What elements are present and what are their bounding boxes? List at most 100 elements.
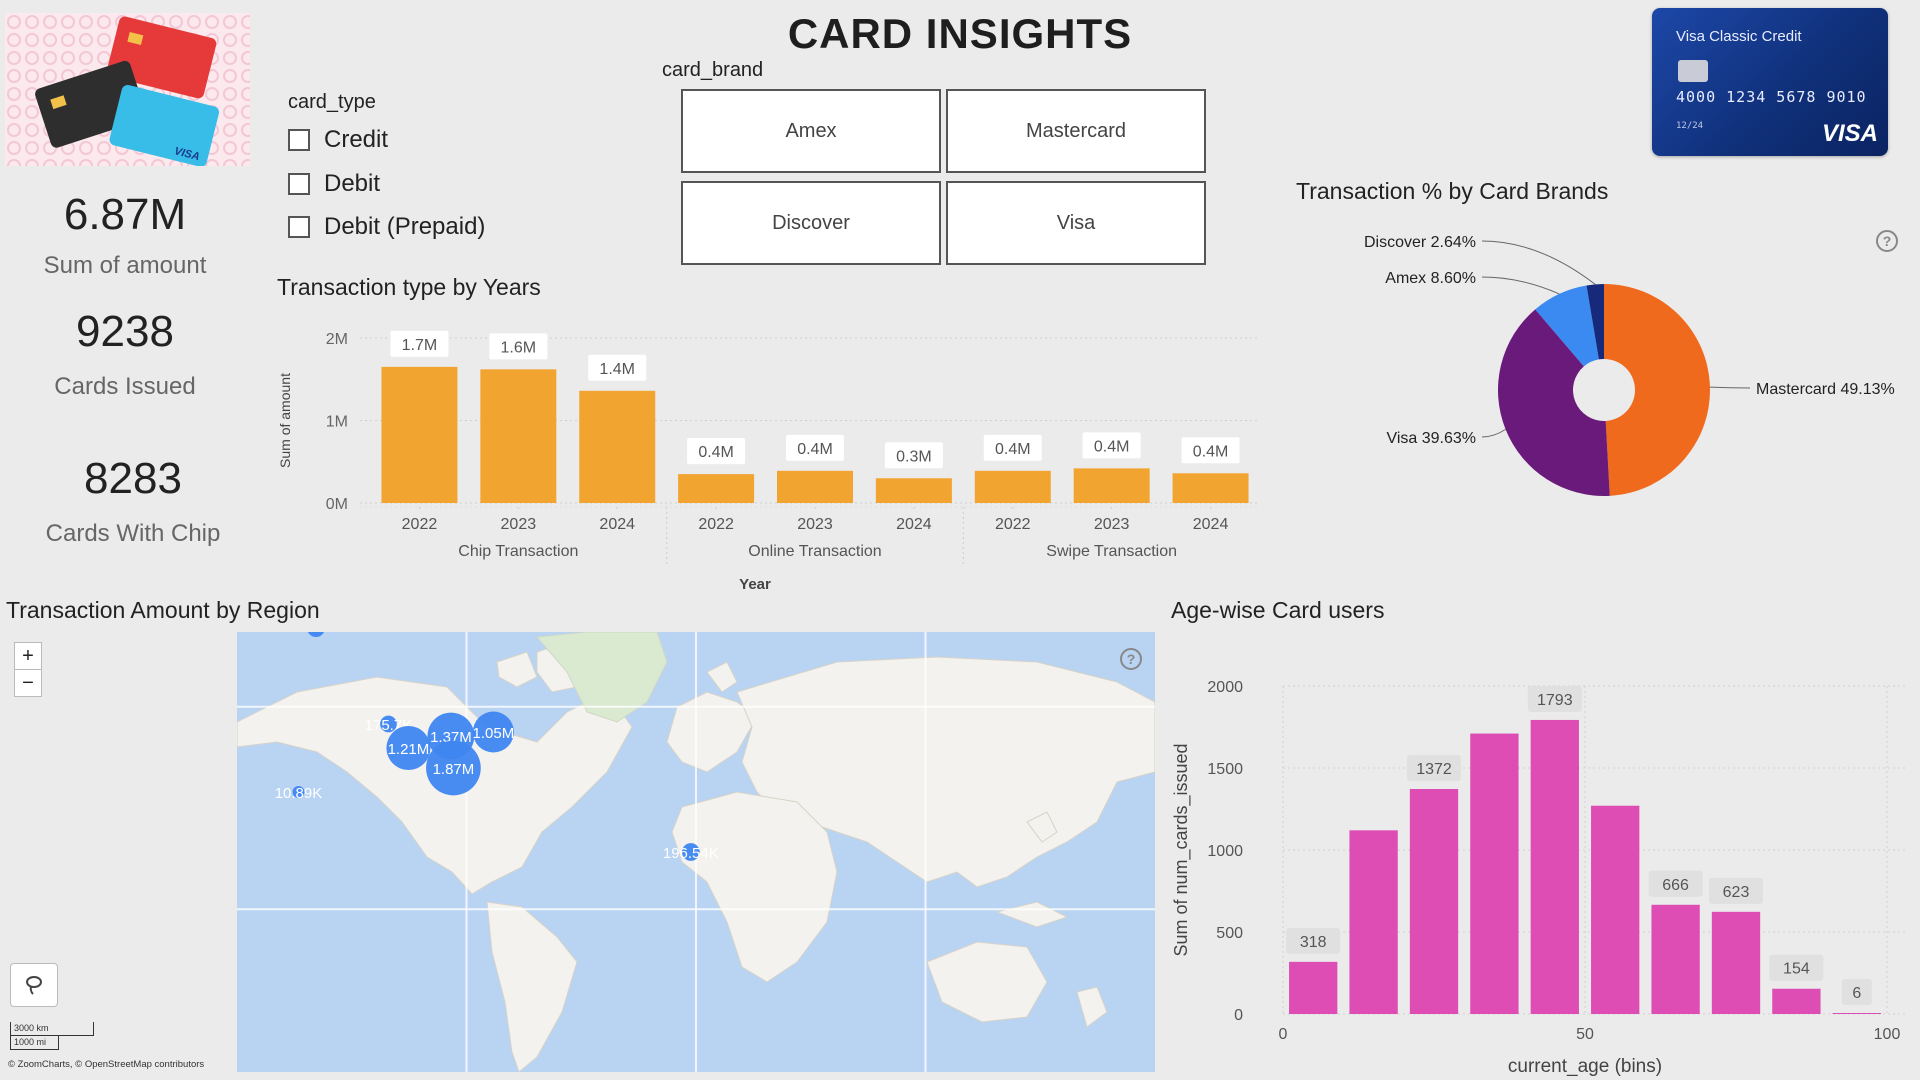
data-label-box bbox=[1181, 437, 1240, 464]
x-axis-label: current_age (bins) bbox=[1508, 1056, 1662, 1077]
card-type-option-debit[interactable]: Debit bbox=[288, 170, 380, 198]
data-label: 0.4M bbox=[1193, 443, 1229, 460]
bar bbox=[1591, 805, 1640, 1014]
bubble-label: 10.89K bbox=[275, 785, 323, 802]
bar bbox=[1409, 788, 1459, 1014]
landmass bbox=[926, 941, 1048, 1023]
data-label-box bbox=[687, 438, 746, 465]
data-label-box bbox=[1082, 432, 1141, 459]
bar bbox=[678, 474, 755, 503]
group-label: Swipe Transaction bbox=[1046, 543, 1177, 560]
lasso-icon bbox=[26, 976, 42, 995]
age-wise-card-users-chart: 0 500 1000 1500 2000 0 50 100 318 1372 1793 666 623 1… bbox=[1171, 679, 1907, 1077]
y-axis-label: Sum of num_cards_issued bbox=[1171, 743, 1192, 956]
x-tick-label: 2024 bbox=[1193, 516, 1229, 533]
card-brands-chart-title: Transaction % by Card Brands bbox=[1296, 178, 1609, 204]
bar bbox=[875, 478, 952, 503]
kpi-cards-issued-label: Cards Issued bbox=[54, 373, 196, 400]
landmass bbox=[1076, 986, 1108, 1028]
x-tick-label: 2023 bbox=[1094, 516, 1130, 533]
option-label: Credit bbox=[324, 126, 389, 153]
y-tick-label: 1500 bbox=[1207, 761, 1243, 778]
card-type-option-debit-prepaid[interactable]: Debit (Prepaid) bbox=[288, 213, 485, 241]
checkbox[interactable] bbox=[288, 129, 310, 151]
y-tick-label: 1M bbox=[326, 414, 348, 431]
data-label: 154 bbox=[1783, 961, 1810, 978]
checkbox[interactable] bbox=[288, 216, 310, 238]
credit-cards-illustration: VISA bbox=[5, 13, 250, 167]
data-label: 0.4M bbox=[995, 441, 1031, 458]
slice-label: Amex 8.60% bbox=[1385, 270, 1476, 287]
map-scale: 3000 km 1000 mi bbox=[10, 1022, 94, 1050]
x-tick-label: 2022 bbox=[995, 516, 1031, 533]
x-tick-label: 2022 bbox=[698, 516, 734, 533]
x-tick-label: 2024 bbox=[896, 516, 932, 533]
data-label: 0.4M bbox=[698, 444, 734, 461]
y-tick-label: 1000 bbox=[1207, 843, 1243, 860]
bar bbox=[381, 366, 458, 503]
landmass bbox=[496, 651, 538, 688]
brand-tile-discover[interactable]: Discover bbox=[681, 181, 941, 265]
data-label-box bbox=[390, 330, 449, 357]
x-axis-label: Year bbox=[739, 576, 771, 593]
data-label: 0.4M bbox=[797, 441, 833, 458]
zoom-in-button[interactable]: + bbox=[14, 642, 42, 670]
card-type-option-credit[interactable]: Credit bbox=[288, 126, 388, 154]
bar bbox=[1172, 473, 1249, 503]
y-tick-label: 0M bbox=[326, 496, 348, 513]
data-label: 1793 bbox=[1537, 692, 1573, 709]
x-tick-label: 100 bbox=[1874, 1026, 1901, 1043]
checkbox[interactable] bbox=[288, 173, 310, 195]
data-label-box bbox=[884, 442, 943, 469]
brand-tile-visa[interactable]: Visa bbox=[946, 181, 1206, 265]
landmass bbox=[671, 791, 838, 983]
bar bbox=[1530, 719, 1579, 1014]
pie-slice bbox=[1604, 284, 1711, 496]
data-label: 1.6M bbox=[501, 339, 537, 356]
data-label-box bbox=[588, 354, 647, 381]
bar bbox=[1289, 961, 1338, 1014]
slice-label: Discover 2.64% bbox=[1364, 234, 1476, 251]
brand-tile-mastercard[interactable]: Mastercard bbox=[946, 89, 1206, 173]
page-title: CARD INSIGHTS bbox=[787, 10, 1133, 57]
transaction-type-by-years-chart: 0M 1M 2M Sum of amount 1.7M 2022 1.6M 2023 1.4M 2… bbox=[277, 330, 1260, 593]
region-bubble bbox=[386, 726, 431, 770]
card-image-title: Visa Classic Credit bbox=[1676, 28, 1802, 45]
x-tick-label: 2023 bbox=[501, 516, 537, 533]
data-label-box bbox=[983, 434, 1042, 461]
data-label-box bbox=[1769, 954, 1824, 981]
chip-icon bbox=[1678, 60, 1708, 82]
scale-km: 3000 km bbox=[10, 1022, 94, 1036]
option-label: Debit (Prepaid) bbox=[324, 213, 486, 240]
leader-line bbox=[1481, 276, 1560, 295]
card-image-number: 4000 1234 5678 9010 bbox=[1676, 88, 1867, 106]
region-bubble bbox=[307, 632, 325, 637]
data-label: 1.7M bbox=[402, 337, 438, 354]
transaction-type-chart-title: Transaction type by Years bbox=[277, 274, 541, 300]
greenland bbox=[535, 632, 668, 723]
card-brand-slicer-title: card_brand bbox=[662, 59, 764, 81]
slice-label: Mastercard 49.13% bbox=[1756, 381, 1895, 398]
y-axis-label: Sum of amount bbox=[277, 373, 293, 468]
map-help-icon[interactable]: ? bbox=[1120, 648, 1142, 670]
bar bbox=[1651, 904, 1700, 1014]
data-label: 1372 bbox=[1416, 761, 1452, 778]
bar bbox=[777, 470, 853, 503]
data-label-box bbox=[1709, 877, 1763, 904]
y-tick-label: 500 bbox=[1216, 925, 1243, 942]
bar bbox=[1832, 1013, 1881, 1014]
zoom-out-button[interactable]: − bbox=[14, 669, 42, 697]
data-label: 0.3M bbox=[896, 448, 932, 465]
pie-slice bbox=[1498, 309, 1610, 496]
data-label: 0.4M bbox=[1094, 438, 1130, 455]
help-icon[interactable]: ? bbox=[1876, 230, 1898, 252]
bubble-label: 1.87M bbox=[433, 761, 475, 778]
bar bbox=[1073, 468, 1150, 503]
group-label: Online Transaction bbox=[748, 543, 881, 560]
brand-tile-amex[interactable]: Amex bbox=[681, 89, 941, 173]
lasso-select-button[interactable] bbox=[10, 963, 58, 1007]
bar bbox=[1711, 911, 1761, 1014]
data-label: 6 bbox=[1852, 985, 1861, 1002]
slice-label: Visa 39.63% bbox=[1386, 430, 1476, 447]
